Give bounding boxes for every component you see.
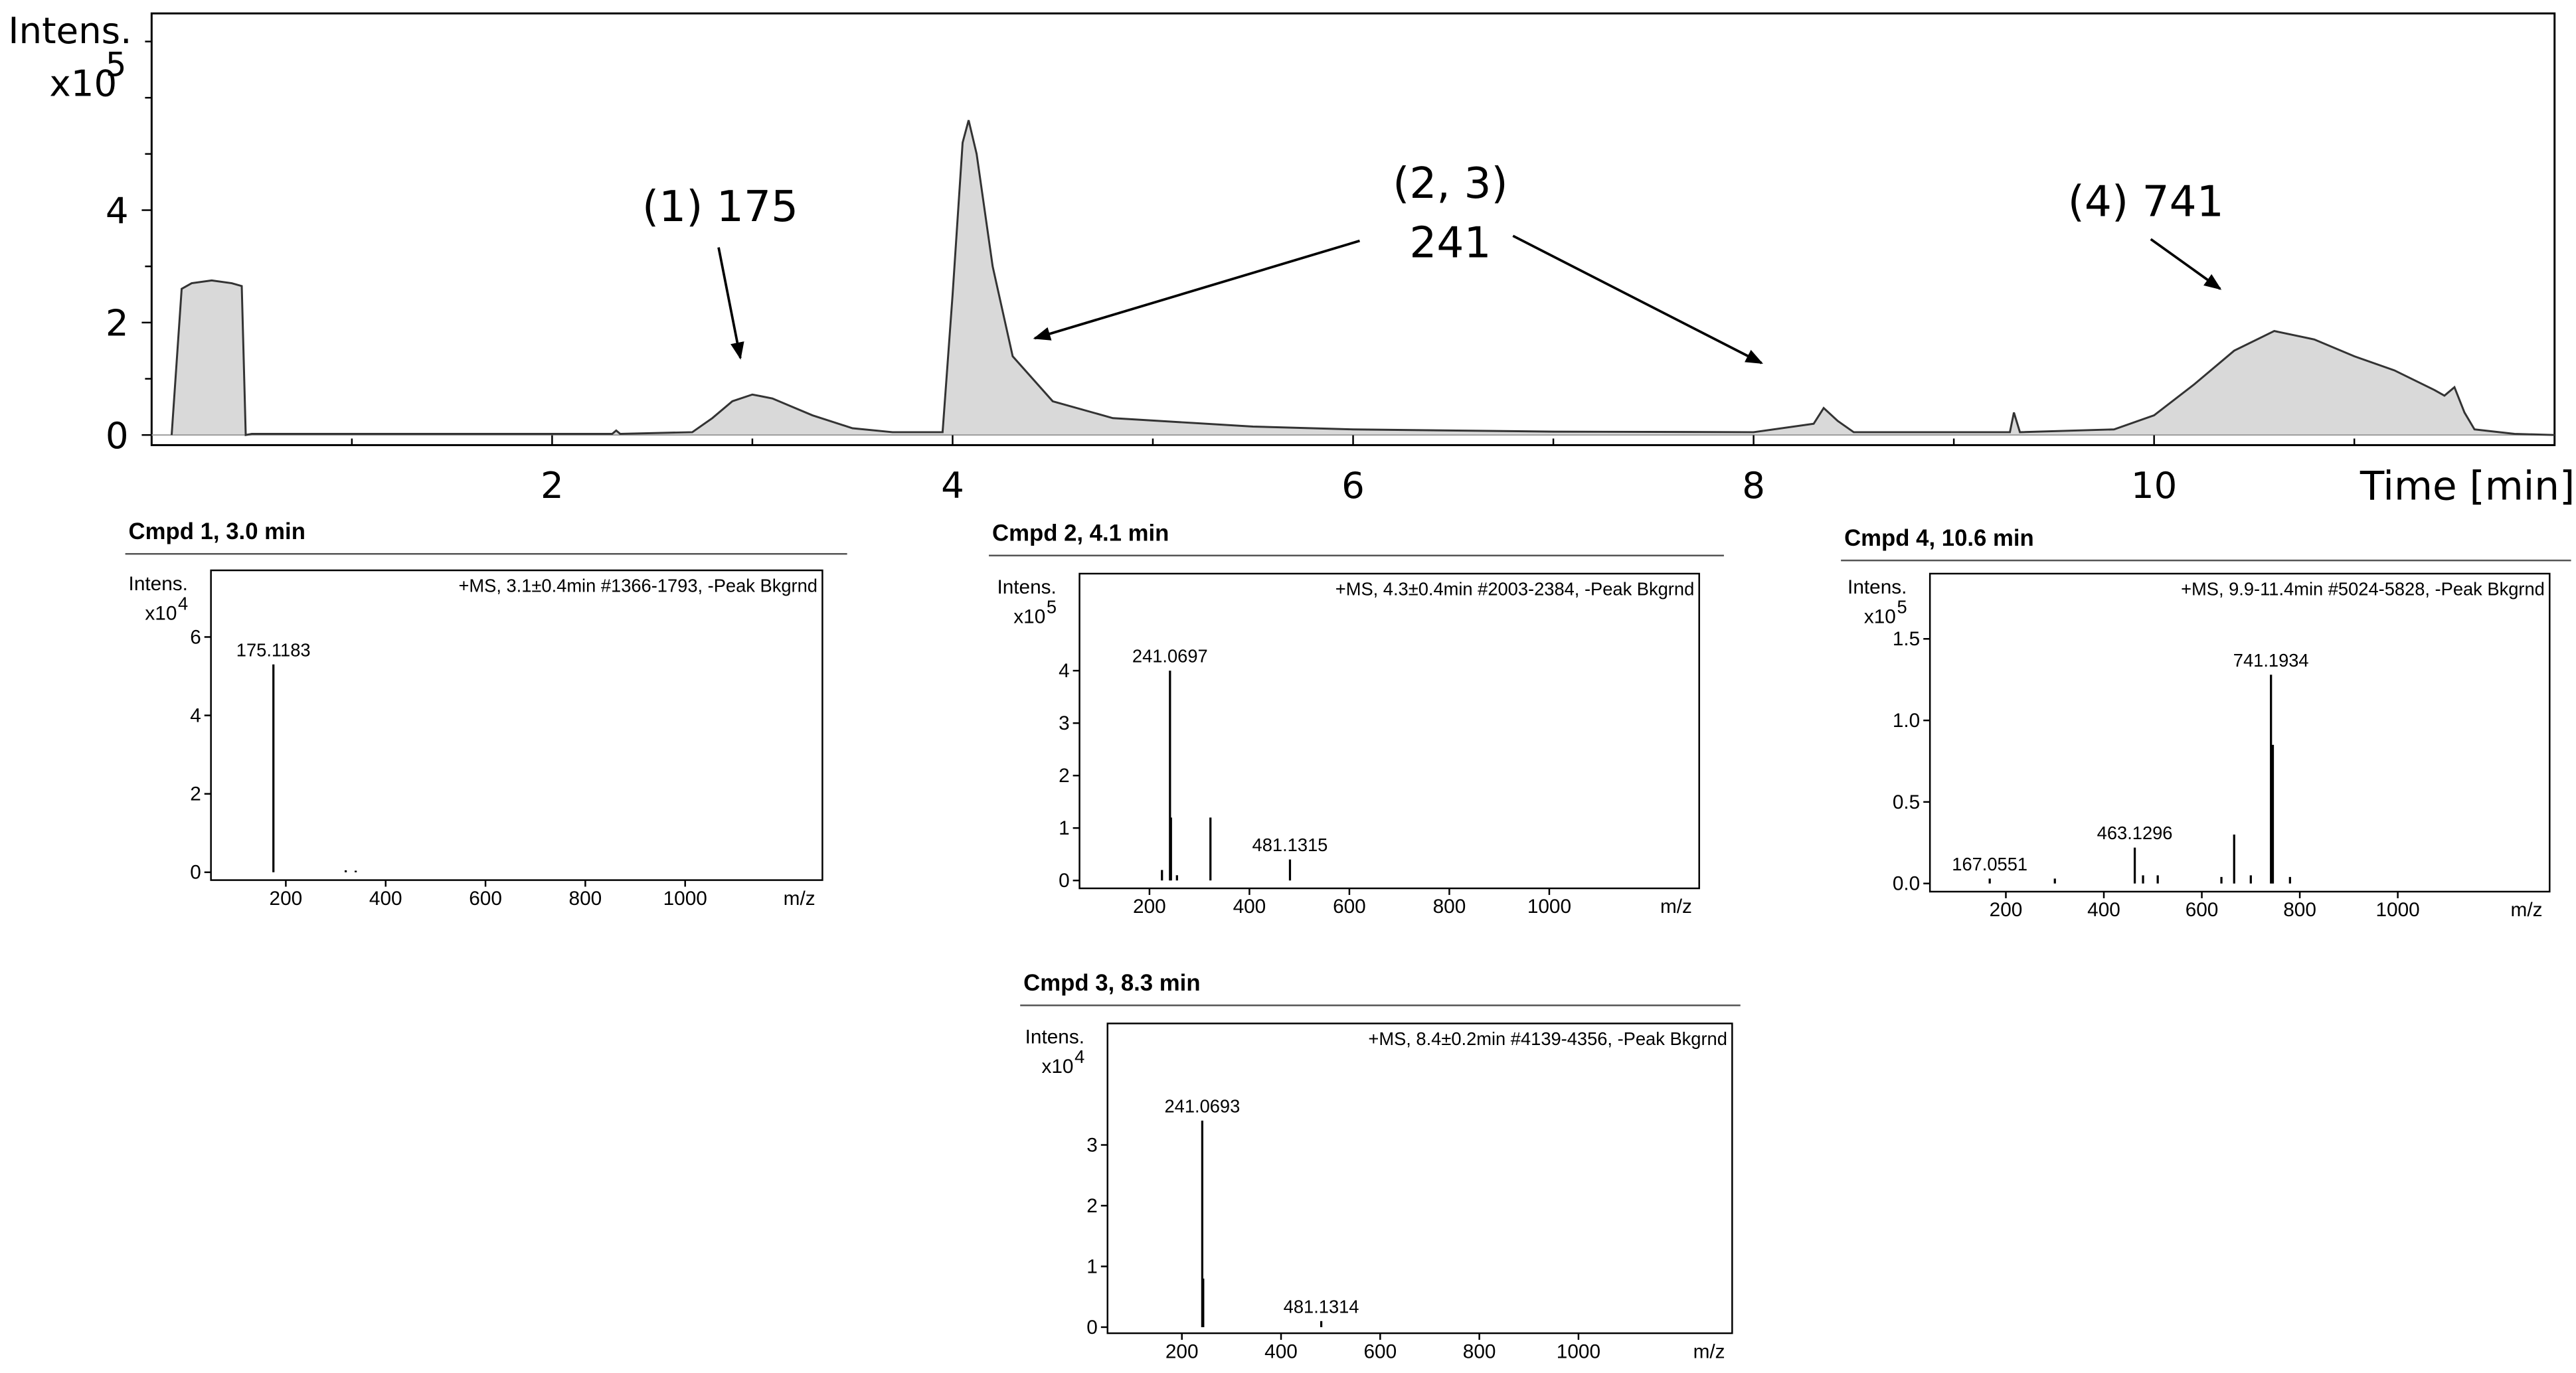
y-axis-label: Intens. — [129, 573, 188, 595]
y-tick-label: 2 — [106, 302, 129, 345]
spectrum-header: +MS, 3.1±0.4min #1366-1793, -Peak Bkgrnd — [458, 575, 817, 596]
panel-title: Cmpd 3, 8.3 min — [1023, 971, 1200, 996]
peak-label: 167.0551 — [1952, 854, 2027, 874]
x-tick-label: 400 — [2087, 899, 2120, 921]
y-tick-label: 0 — [1086, 1317, 1098, 1338]
x-tick-label: 200 — [1990, 899, 2023, 921]
peak-label: 241.0697 — [1132, 646, 1208, 667]
y-tick-label: 2 — [190, 783, 201, 805]
x-tick-label: 200 — [1133, 896, 1166, 918]
y-scale-exponent: 5 — [106, 46, 127, 84]
plot-frame — [1929, 572, 2551, 893]
x-tick-label: 400 — [1233, 896, 1266, 918]
y-scale-base: x10 — [1041, 1056, 1073, 1078]
plot-frame — [1078, 572, 1700, 890]
y-tick-label: 4 — [1059, 660, 1070, 682]
spectrum-header: +MS, 8.4±0.2min #4139-4356, -Peak Bkgrnd — [1368, 1028, 1727, 1049]
x-tick-label: 400 — [369, 888, 402, 910]
plot-frame — [1106, 1022, 1733, 1334]
y-axis-label: Intens. — [1025, 1026, 1084, 1048]
y-scale-exponent: 4 — [1074, 1046, 1084, 1067]
y-tick-label: 1 — [1086, 1255, 1098, 1277]
x-tick-label: 1000 — [1527, 896, 1571, 918]
panel-title: Cmpd 2, 4.1 min — [992, 521, 1169, 546]
x-axis-label: m/z — [1693, 1340, 1725, 1362]
y-tick-label: 4 — [190, 704, 201, 726]
x-tick-label: 800 — [569, 888, 602, 910]
y-scale-base: x10 — [1013, 606, 1045, 627]
y-tick-label: 3 — [1059, 712, 1070, 734]
x-tick-label: 200 — [270, 888, 303, 910]
x-tick-label: 200 — [1165, 1340, 1199, 1362]
peak-label: 741.1934 — [2233, 650, 2309, 671]
y-scale-base: x10 — [1864, 606, 1896, 627]
panel-title: Cmpd 1, 3.0 min — [129, 519, 305, 544]
peak-label: 481.1314 — [1284, 1296, 1359, 1317]
annotation-arrow — [2150, 238, 2222, 290]
annotation-arrow — [717, 247, 744, 360]
x-tick-label: 1000 — [663, 888, 707, 910]
x-tick-label: 600 — [2186, 899, 2219, 921]
peak-area — [171, 120, 2555, 436]
peak-label: 463.1296 — [2097, 823, 2173, 843]
x-axis-label: m/z — [784, 888, 816, 910]
x-tick-label: 600 — [1333, 896, 1366, 918]
plot-frame — [150, 12, 2556, 446]
x-tick-label: 8 — [1742, 464, 1765, 507]
x-tick-label: 800 — [2283, 899, 2316, 921]
y-tick-label: 6 — [190, 626, 201, 648]
peak-label: 175.1183 — [236, 639, 311, 660]
y-tick-label: 3 — [1086, 1134, 1098, 1156]
y-axis-label: Intens. — [8, 9, 131, 52]
peak-label: 241.0693 — [1164, 1095, 1240, 1116]
x-tick-label: 1000 — [1557, 1340, 1600, 1362]
x-tick-label: 1000 — [2376, 899, 2420, 921]
y-tick-label: 1 — [1059, 817, 1070, 839]
x-tick-label: 400 — [1264, 1340, 1298, 1362]
x-tick-label: 2 — [541, 464, 564, 507]
y-tick-label: 2 — [1059, 765, 1070, 787]
y-tick-label: 0 — [106, 414, 129, 457]
x-tick-label: 4 — [941, 464, 964, 507]
annotation: (1) 175 — [642, 182, 798, 232]
annotation-arrow — [1512, 234, 1763, 364]
peak-label: 481.1315 — [1252, 835, 1328, 855]
y-tick-label: 4 — [106, 189, 129, 232]
annotation: (4) 741 — [2068, 177, 2224, 226]
annotation: 241 — [1409, 218, 1491, 268]
x-axis-label: Time [min] — [2360, 463, 2575, 509]
y-tick-label: 0 — [1059, 870, 1070, 892]
x-tick-label: 6 — [1341, 464, 1365, 507]
panel-title: Cmpd 4, 10.6 min — [1844, 526, 2034, 551]
y-scale-exponent: 4 — [178, 594, 188, 614]
y-scale-base: x10 — [145, 602, 177, 624]
x-axis-label: m/z — [2511, 899, 2543, 921]
y-tick-label: 0.0 — [1893, 873, 1920, 895]
y-tick-label: 2 — [1086, 1195, 1098, 1217]
spectrum-header: +MS, 4.3±0.4min #2003-2384, -Peak Bkgrnd — [1335, 578, 1694, 599]
y-axis-label: Intens. — [1847, 576, 1907, 598]
y-scale-base: x10 — [49, 62, 117, 104]
x-tick-label: 600 — [1363, 1340, 1397, 1362]
x-axis-label: m/z — [1660, 896, 1692, 918]
x-tick-label: 10 — [2131, 464, 2177, 507]
y-tick-label: 0 — [190, 862, 201, 884]
y-tick-label: 1.5 — [1893, 628, 1920, 650]
x-tick-label: 800 — [1433, 896, 1466, 918]
y-tick-label: 0.5 — [1893, 791, 1920, 813]
x-tick-label: 600 — [469, 888, 502, 910]
x-tick-label: 800 — [1463, 1340, 1496, 1362]
y-axis-label: Intens. — [997, 576, 1056, 598]
annotation-arrow — [1033, 239, 1360, 341]
y-scale-exponent: 5 — [1047, 597, 1057, 617]
spectrum-header: +MS, 9.9-11.4min #5024-5828, -Peak Bkgrn… — [2181, 578, 2545, 599]
trace-line — [170, 120, 2555, 436]
y-scale-exponent: 5 — [1897, 597, 1907, 617]
plot-frame — [210, 569, 823, 881]
y-tick-label: 1.0 — [1893, 710, 1920, 732]
annotation: (2, 3) — [1393, 159, 1507, 208]
